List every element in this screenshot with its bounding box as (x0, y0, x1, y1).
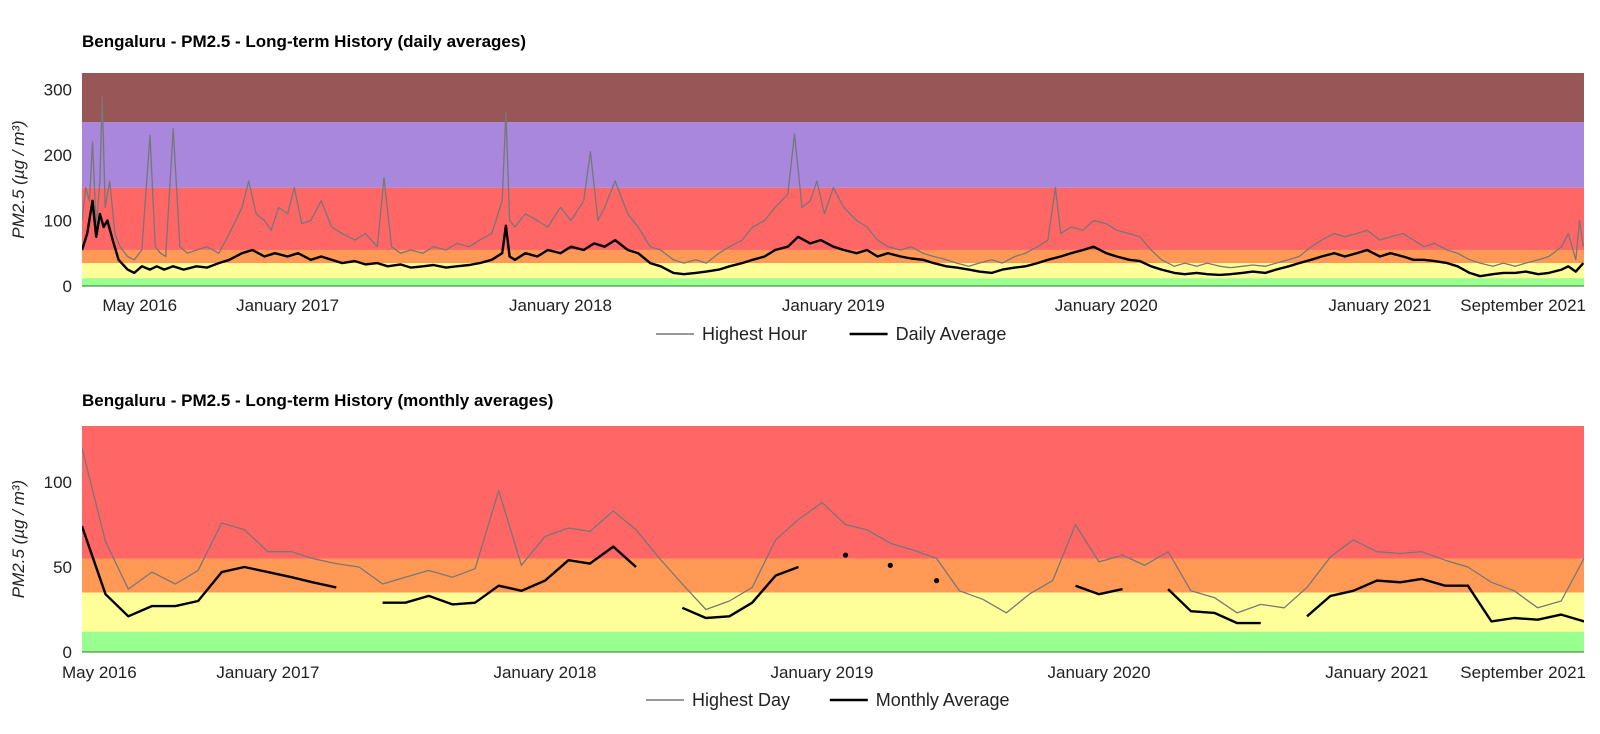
aqi-band (82, 122, 1584, 188)
data-point (887, 562, 893, 568)
monthly-averages-chart: Bengaluru - PM2.5 - Long-term History (m… (9, 391, 1586, 710)
aqi-band (82, 187, 1584, 250)
series-line (1306, 577, 1584, 623)
series-line (82, 199, 1584, 278)
series-line (1167, 588, 1261, 625)
y-tick-label: 0 (63, 277, 72, 296)
x-tick-label: January 2020 (1055, 296, 1158, 315)
series-line (82, 95, 1584, 269)
y-tick-label: 50 (53, 558, 72, 577)
x-tick-label: September 2021 (1460, 663, 1586, 682)
aqi-bands (82, 426, 1584, 652)
series-monthly-average (82, 525, 1584, 625)
y-tick-label: 100 (44, 211, 72, 230)
legend: Highest Hour Daily Average (656, 324, 1006, 344)
x-tick-label: January 2020 (1048, 663, 1151, 682)
y-tick-label: 200 (44, 146, 72, 165)
aqi-bands (82, 73, 1584, 286)
chart-title: Bengaluru - PM2.5 - Long-term History (d… (82, 32, 526, 51)
aqi-band (82, 249, 1584, 264)
data-point (933, 578, 940, 584)
daily-averages-chart: Bengaluru - PM2.5 - Long-term History (d… (9, 32, 1586, 344)
x-tick-label: January 2018 (509, 296, 612, 315)
series-line (82, 525, 337, 618)
y-axis-label: PM2.5 (µg / m³) (9, 480, 28, 598)
series-line (1075, 584, 1123, 596)
x-tick-label: January 2017 (216, 663, 319, 682)
x-tick-label: January 2017 (236, 296, 339, 315)
y-axis-label: PM2.5 (µg / m³) (9, 120, 28, 238)
series-line (82, 447, 1584, 614)
y-tick-label: 100 (44, 473, 72, 492)
series-highest-day (82, 447, 1584, 614)
aqi-band (82, 278, 1584, 286)
y-tick-label: 300 (44, 80, 72, 99)
legend: Highest Day Monthly Average (646, 690, 1010, 710)
series-daily-average (82, 199, 1584, 278)
x-tick-label: January 2021 (1328, 296, 1431, 315)
legend-entry: Monthly Average (876, 690, 1010, 710)
x-tick-label: January 2019 (770, 663, 873, 682)
aqi-band (82, 263, 1584, 279)
legend-entry: Highest Day (692, 690, 790, 710)
y-tick-label: 0 (63, 643, 72, 662)
series-line (382, 545, 637, 606)
x-tick-label: May 2016 (102, 296, 177, 315)
aqi-band (82, 426, 1584, 559)
x-tick-label: January 2021 (1325, 663, 1428, 682)
x-tick-label: January 2018 (493, 663, 596, 682)
chart-title: Bengaluru - PM2.5 - Long-term History (m… (82, 391, 553, 410)
aqi-band (82, 73, 1584, 123)
aqi-band (82, 631, 1584, 652)
data-point (842, 552, 849, 558)
aqi-band (82, 592, 1584, 632)
series-highest-hour (82, 95, 1584, 269)
x-tick-label: January 2019 (782, 296, 885, 315)
series-line (681, 565, 799, 620)
x-tick-label: September 2021 (1460, 296, 1586, 315)
legend-entry: Highest Hour (702, 324, 807, 344)
x-tick-label: May 2016 (62, 663, 137, 682)
legend-entry: Daily Average (896, 324, 1007, 344)
